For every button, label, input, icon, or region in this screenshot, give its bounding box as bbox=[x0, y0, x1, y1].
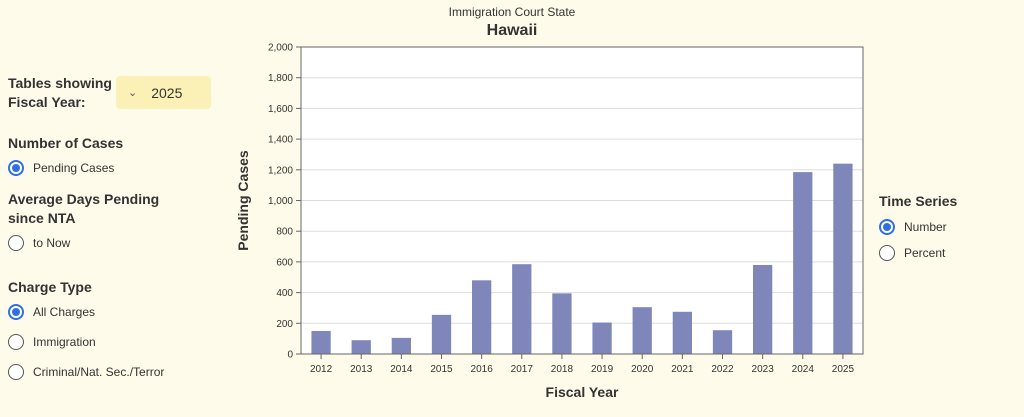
percent-label: Percent bbox=[904, 246, 946, 260]
bar bbox=[632, 307, 652, 354]
percent-radio[interactable]: Percent bbox=[879, 245, 945, 261]
all-charges-label: All Charges bbox=[33, 305, 96, 319]
x-tick-label: 2012 bbox=[310, 364, 333, 375]
radio-checked-icon bbox=[8, 304, 24, 320]
y-tick-label: 1,600 bbox=[268, 104, 293, 115]
to-now-label: to Now bbox=[33, 236, 71, 250]
y-axis-label: Pending Cases bbox=[235, 150, 251, 251]
plot-frame bbox=[300, 46, 864, 355]
time-series-label: Time Series bbox=[879, 193, 958, 209]
chart-subtitle: Immigration Court State bbox=[448, 5, 576, 19]
radio-unchecked-icon bbox=[879, 245, 895, 261]
radio-checked-icon bbox=[879, 219, 895, 235]
x-tick-label: 2023 bbox=[752, 364, 775, 375]
x-tick-label: 2019 bbox=[591, 364, 614, 375]
sidebar: Tables showing Fiscal Year: ⌄ 2025 Numbe… bbox=[0, 0, 230, 417]
x-tick-label: 2017 bbox=[511, 364, 534, 375]
bar bbox=[833, 163, 853, 354]
immigration-label: Immigration bbox=[33, 335, 96, 349]
x-tick-label: 2014 bbox=[390, 364, 413, 375]
y-tick-label: 2,000 bbox=[268, 43, 293, 54]
radio-checked-icon bbox=[8, 160, 24, 176]
y-tick-label: 600 bbox=[276, 257, 293, 268]
charge-type-label: Charge Type bbox=[8, 279, 92, 295]
bar bbox=[672, 311, 692, 354]
tables-showing-label: Tables showing Fiscal Year: bbox=[8, 74, 112, 112]
x-tick-label: 2022 bbox=[711, 364, 734, 375]
bar bbox=[431, 314, 452, 354]
bar bbox=[391, 337, 411, 354]
x-tick-label: 2015 bbox=[430, 364, 453, 375]
criminal-radio[interactable]: Criminal/Nat. Sec./Terror bbox=[8, 364, 164, 380]
x-tick-label: 2025 bbox=[832, 364, 855, 375]
bar bbox=[592, 322, 612, 354]
chevron-down-icon: ⌄ bbox=[128, 87, 138, 99]
bar bbox=[351, 340, 371, 354]
bar-chart: 0 200 400 600 800 1,000 1,200 1,400 1,600 1,800 2,… bbox=[235, 43, 864, 400]
avg-days-pending-label: Average Days Pending since NTA bbox=[8, 190, 159, 228]
bar bbox=[753, 264, 773, 354]
y-tick-label: 1,800 bbox=[268, 73, 293, 84]
chart-title: Hawaii bbox=[486, 22, 538, 39]
criminal-label: Criminal/Nat. Sec./Terror bbox=[33, 365, 165, 379]
y-tick-label: 400 bbox=[276, 288, 293, 299]
x-axis-label: Fiscal Year bbox=[546, 384, 619, 400]
number-of-cases-label: Number of Cases bbox=[8, 135, 124, 151]
y-tick-label: 1,200 bbox=[268, 165, 293, 176]
bar bbox=[472, 280, 492, 354]
y-tick-label: 1,400 bbox=[268, 135, 293, 146]
x-tick-label: 2018 bbox=[551, 364, 574, 375]
pending-cases-label: Pending Cases bbox=[33, 161, 115, 175]
tables-showing-label-line2: Fiscal Year: bbox=[8, 94, 86, 110]
avg-days-pending-label-line1: Average Days Pending bbox=[8, 191, 160, 207]
x-tick-label: 2024 bbox=[792, 364, 815, 375]
bar bbox=[512, 264, 532, 354]
radio-unchecked-icon bbox=[8, 364, 24, 380]
pending-cases-radio[interactable]: Pending Cases bbox=[8, 160, 114, 176]
x-tick-label: 2013 bbox=[350, 364, 373, 375]
x-tick-label: 2021 bbox=[671, 364, 694, 375]
radio-unchecked-icon bbox=[8, 334, 24, 350]
avg-days-pending-label-line2: since NTA bbox=[8, 210, 76, 226]
y-tick-label: 1,000 bbox=[268, 196, 293, 207]
number-label: Number bbox=[904, 220, 947, 234]
fiscal-year-select[interactable]: ⌄ 2025 bbox=[116, 76, 211, 109]
bar bbox=[712, 330, 733, 354]
radio-unchecked-icon bbox=[8, 235, 24, 251]
y-tick-label: 800 bbox=[276, 227, 293, 238]
bar bbox=[552, 293, 572, 354]
x-tick-label: 2020 bbox=[631, 364, 654, 375]
y-tick-label: 200 bbox=[276, 319, 293, 330]
to-now-radio[interactable]: to Now bbox=[8, 235, 70, 251]
y-tick-label: 0 bbox=[287, 350, 293, 361]
all-charges-radio[interactable]: All Charges bbox=[8, 304, 95, 320]
bar bbox=[793, 172, 813, 354]
x-tick-label: 2016 bbox=[471, 364, 494, 375]
bar bbox=[311, 330, 331, 354]
fiscal-year-value: 2025 bbox=[151, 84, 183, 101]
number-radio[interactable]: Number bbox=[879, 219, 947, 235]
immigration-radio[interactable]: Immigration bbox=[8, 334, 96, 350]
tables-showing-label-line1: Tables showing bbox=[8, 75, 112, 91]
